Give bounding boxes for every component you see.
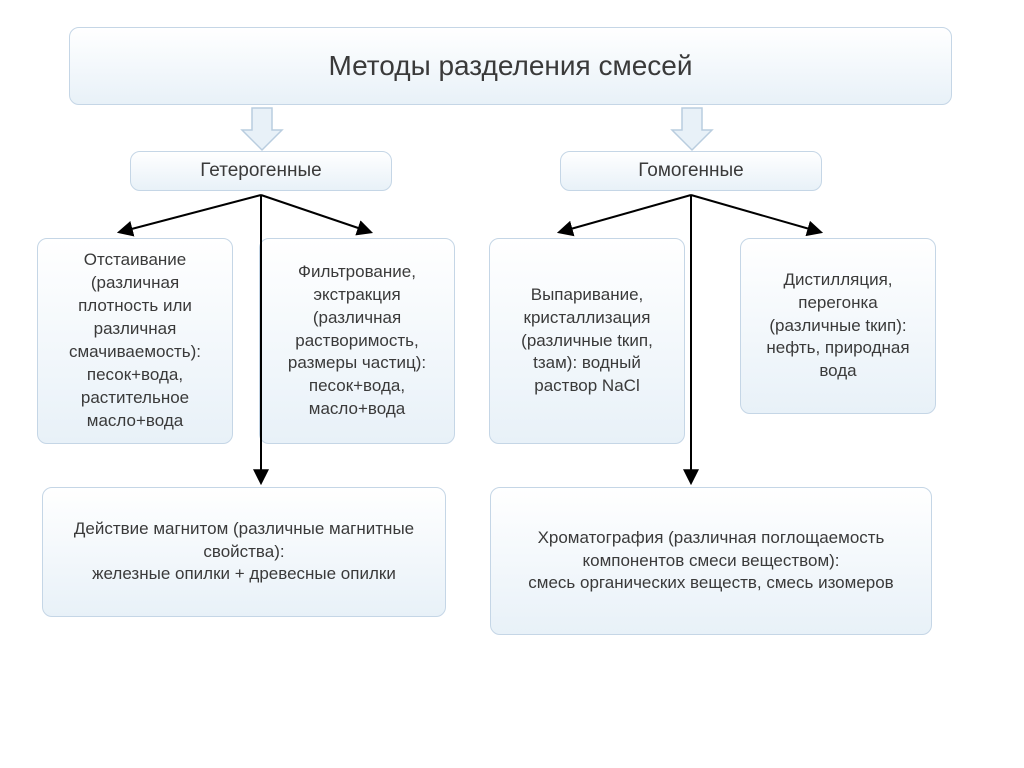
block-arrow-left-icon xyxy=(242,108,282,150)
leaf-text: Дистилляция, перегонка (различные tкип):… xyxy=(753,269,923,384)
leaf-text: Выпаривание, кристаллизация (различные t… xyxy=(502,284,672,399)
title-text: Методы разделения смесей xyxy=(328,50,692,82)
leaf-distillation: Дистилляция, перегонка (различные tкип):… xyxy=(740,238,936,414)
leaf-text: Хроматография (различная поглощаемость к… xyxy=(503,527,919,596)
block-arrow-right-icon xyxy=(672,108,712,150)
leaf-text: Фильтрование, экстракция (различная раст… xyxy=(272,261,442,422)
leaf-settling: Отстаивание (различная плотность или раз… xyxy=(37,238,233,444)
category-right-label: Гомогенные xyxy=(638,160,744,182)
leaf-filtration: Фильтрование, экстракция (различная раст… xyxy=(259,238,455,444)
leaf-magnet: Действие магнитом (различные магнитные с… xyxy=(42,487,446,617)
leaf-evaporation: Выпаривание, кристаллизация (различные t… xyxy=(489,238,685,444)
title-box: Методы разделения смесей xyxy=(69,27,952,105)
category-heterogeneous: Гетерогенные xyxy=(130,151,392,191)
leaf-chromatography: Хроматография (различная поглощаемость к… xyxy=(490,487,932,635)
leaf-text: Отстаивание (различная плотность или раз… xyxy=(50,249,220,433)
leaf-text: Действие магнитом (различные магнитные с… xyxy=(55,518,433,587)
category-homogeneous: Гомогенные xyxy=(560,151,822,191)
category-left-label: Гетерогенные xyxy=(200,160,321,182)
